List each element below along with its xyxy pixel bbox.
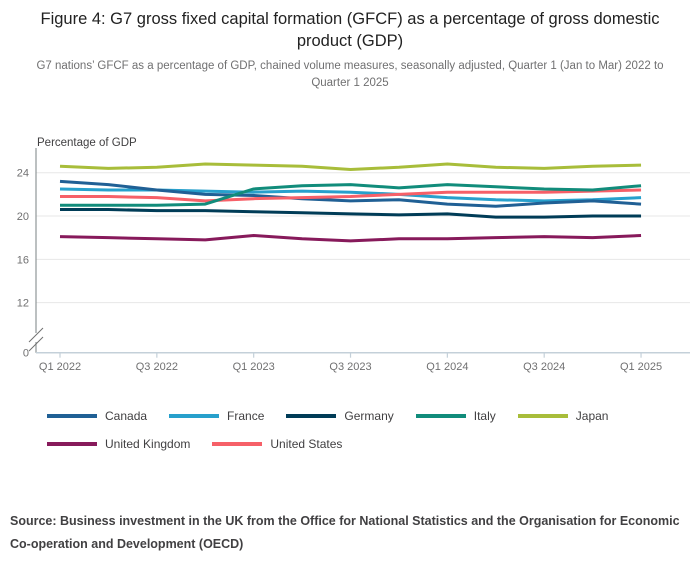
legend-item-italy: Italy — [415, 409, 496, 423]
y-tick-label: 0 — [23, 348, 29, 360]
series-line-japan — [59, 162, 642, 171]
legend-label: Germany — [344, 409, 394, 423]
x-tick-label: Q3 2023 — [329, 361, 371, 373]
legend-label: France — [227, 409, 265, 423]
x-tick-label: Q3 2022 — [136, 361, 178, 373]
axis-break-gap — [32, 333, 40, 342]
x-tick-label: Q1 2025 — [620, 361, 662, 373]
legend-item-japan: Japan — [517, 409, 609, 423]
legend-swatch — [286, 413, 337, 419]
x-tick-label: Q3 2024 — [523, 361, 565, 373]
legend-label: United States — [270, 437, 343, 451]
legend-swatch — [415, 413, 466, 419]
legend-item-united-kingdom: United Kingdom — [47, 437, 190, 451]
axis-break-mark — [28, 327, 44, 343]
x-tick-label: Q1 2024 — [426, 361, 468, 373]
legend-label: Italy — [473, 409, 496, 423]
legend-swatch — [47, 413, 97, 419]
legend-item-united-states: United States — [212, 437, 342, 451]
series-line-canada — [59, 179, 642, 208]
legend-swatch — [47, 441, 97, 447]
source-note: Source: Business investment in the UK fr… — [10, 514, 680, 551]
figure-title: Figure 4: G7 gross fixed capital formati… — [40, 10, 660, 51]
x-tick-label: Q1 2022 — [39, 361, 81, 373]
series-line-italy — [60, 183, 642, 207]
figure-subtitle: G7 nations’ GFCF as a percentage of GDP,… — [36, 60, 664, 90]
y-tick-label: 16 — [17, 254, 29, 266]
y-tick-label: 20 — [17, 211, 29, 223]
x-tick-label: Q1 2023 — [233, 361, 275, 373]
legend-label: Canada — [105, 409, 148, 423]
legend-item-canada: Canada — [47, 409, 147, 423]
legend-swatch — [212, 441, 263, 447]
legend-label: United Kingdom — [105, 437, 191, 451]
axis-break-mark — [28, 336, 44, 352]
legend-swatch — [169, 413, 220, 419]
y-tick-label: 24 — [17, 168, 29, 180]
legend-swatch — [517, 413, 568, 419]
legend-item-germany: Germany — [286, 409, 394, 423]
legend: Canada France Germany Italy Japan United King… — [47, 409, 669, 451]
series-line-germany — [60, 208, 642, 219]
legend-label: Japan — [575, 409, 609, 423]
chart-svg: 0 12 16 20 24 Q1 2022 Q3 2022 Q1 2023 Q3 2023 Q1 … — [17, 137, 690, 373]
series-line-united-states — [60, 188, 642, 203]
y-axis-title: Percentage of GDP — [37, 137, 137, 149]
series-line-united-kingdom — [59, 234, 642, 243]
legend-item-france: France — [169, 409, 264, 423]
y-tick-label: 12 — [17, 298, 29, 310]
